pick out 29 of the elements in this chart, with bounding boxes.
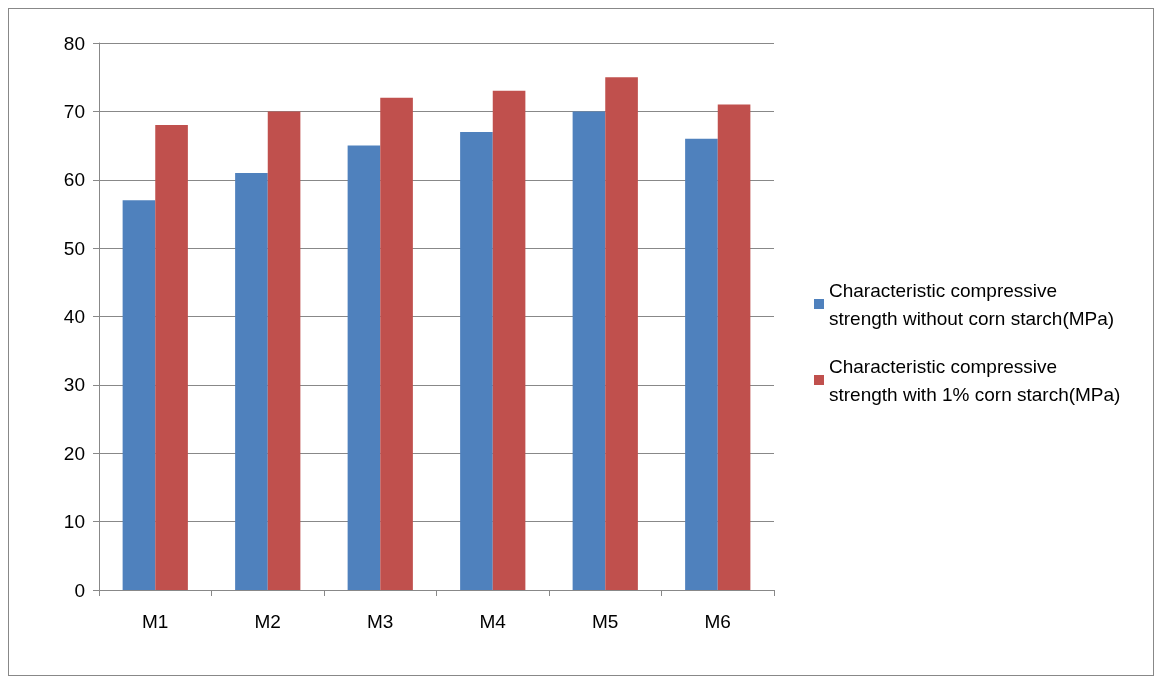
bar xyxy=(347,145,381,590)
bar xyxy=(605,77,638,590)
bar xyxy=(460,131,493,590)
legend-label: Characteristic compressive strength without corn starch(MPa) xyxy=(829,279,1115,329)
x-tick-label: M5 xyxy=(592,611,619,632)
x-tick-label: M3 xyxy=(367,611,394,632)
bar xyxy=(235,172,268,590)
y-tick-label: 60 xyxy=(63,169,85,191)
y-tick-label: 70 xyxy=(63,100,85,122)
y-tick-label: 80 xyxy=(63,32,85,54)
bar xyxy=(155,125,188,590)
bar xyxy=(492,90,526,590)
bar xyxy=(572,111,606,590)
y-tick-label: 30 xyxy=(63,374,85,396)
bar xyxy=(717,104,751,590)
legend-label: Characteristic compressive strength with 1% corn starch(MPa) xyxy=(829,355,1121,405)
bar xyxy=(122,200,156,590)
y-tick-label: 20 xyxy=(63,442,85,464)
x-tick-label: M6 xyxy=(704,611,731,632)
x-tick-label: M2 xyxy=(254,611,281,632)
y-tick-label: 40 xyxy=(63,306,85,327)
bar xyxy=(267,111,301,590)
y-tick-label: 10 xyxy=(63,511,85,533)
x-tick-label: M4 xyxy=(479,611,507,632)
y-tick-label: 50 xyxy=(63,237,85,259)
bar xyxy=(685,138,718,590)
bar xyxy=(380,97,413,590)
x-tick-label: M1 xyxy=(142,611,169,632)
y-tick-label: 0 xyxy=(74,579,85,601)
